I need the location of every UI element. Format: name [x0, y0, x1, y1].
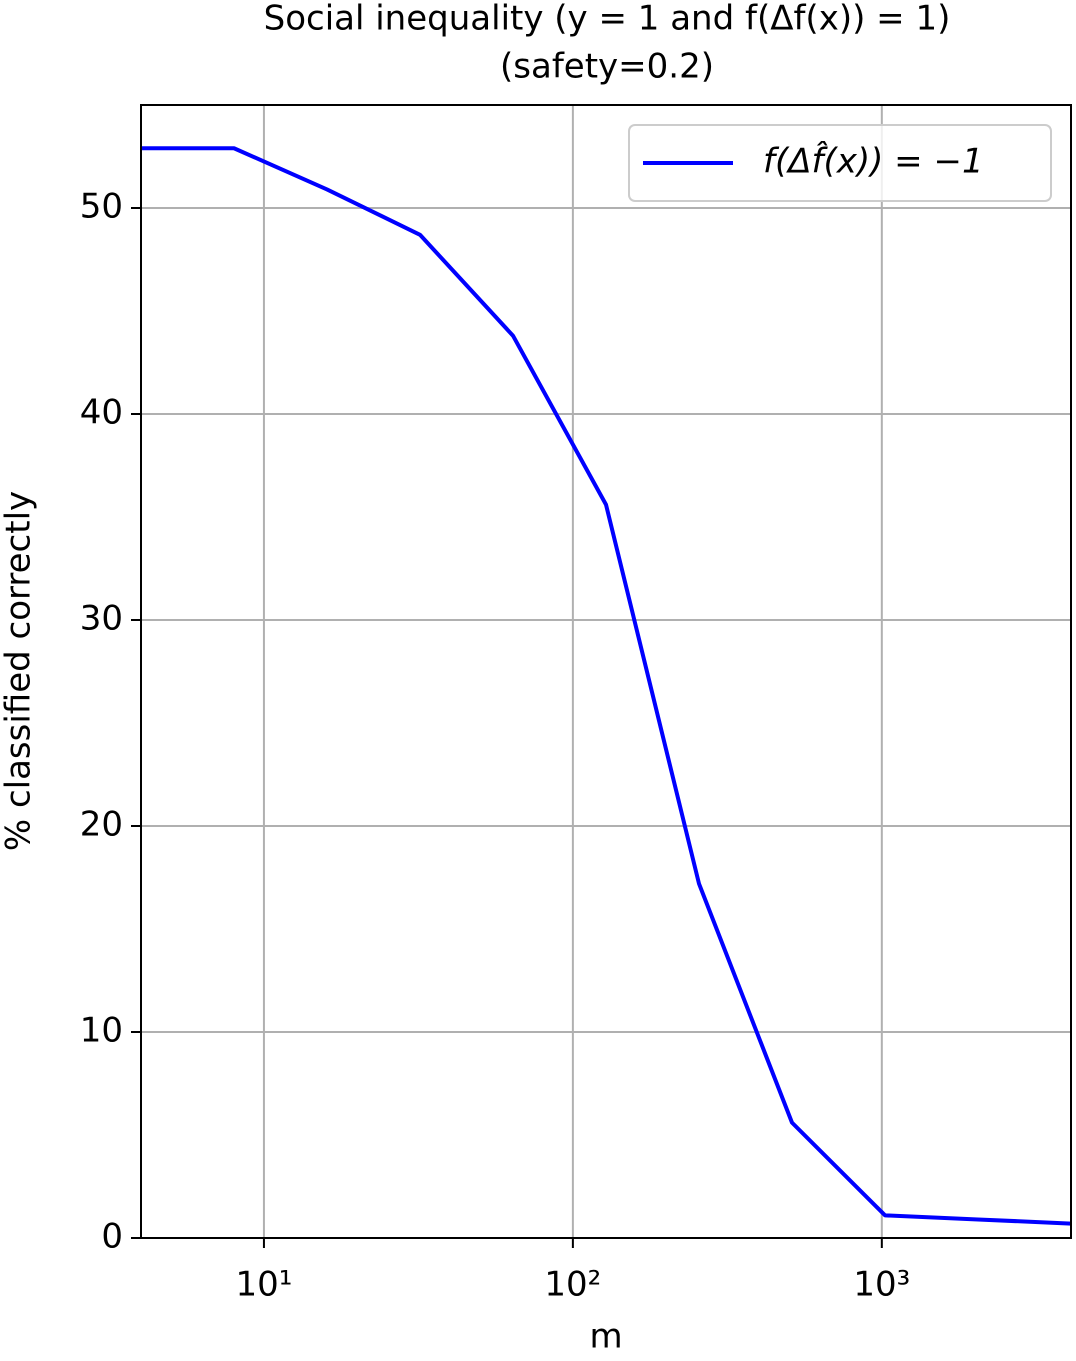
y-tick-label: 10	[80, 1011, 123, 1051]
x-tick-label: 10²	[544, 1265, 601, 1305]
chart-title: Social inequality (y = 1 and f(Δf(x)) = …	[264, 0, 951, 39]
y-tick-label: 20	[80, 805, 123, 845]
legend-label: f(Δf̂(x)) = −1	[763, 140, 984, 181]
y-axis-label: % classified correctly	[0, 491, 39, 851]
legend-box	[628, 124, 1052, 202]
chart-subtitle: (safety=0.2)	[500, 47, 714, 87]
line-series	[141, 146, 1072, 1226]
x-tick-label: 10³	[853, 1265, 910, 1305]
plot-frame	[140, 104, 1072, 1239]
y-tick-label: 0	[101, 1217, 123, 1257]
x-tick-label: 10¹	[235, 1265, 292, 1305]
y-tick-label: 40	[80, 393, 123, 433]
y-tick-label: 30	[80, 599, 123, 639]
x-axis-label: m	[589, 1317, 622, 1357]
y-tick-label: 50	[80, 187, 123, 227]
